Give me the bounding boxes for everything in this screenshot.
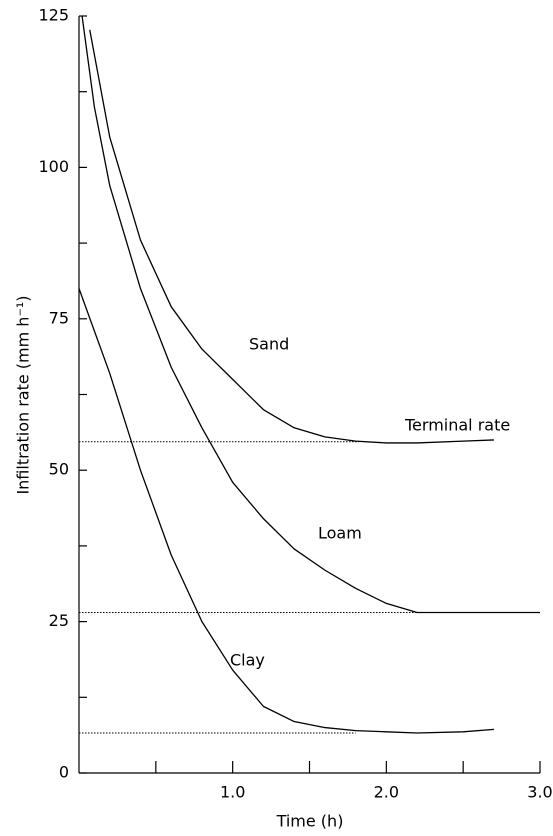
y-tick-label: 75 [49, 308, 69, 327]
curve [78, 288, 494, 734]
curve [81, 15, 540, 614]
x-axis-label: Time (h) [276, 812, 344, 831]
y-tick-label: 100 [38, 157, 69, 176]
y-tick-label: 0 [59, 763, 69, 782]
annotation: Sand [249, 335, 289, 354]
x-tick-label: 2.0 [374, 783, 399, 802]
y-tick-label: 125 [38, 6, 69, 25]
annotation: Clay [230, 651, 265, 670]
y-tick-label: 50 [49, 460, 69, 479]
annotation: Loam [318, 524, 362, 543]
annotation: Terminal rate [404, 416, 510, 435]
y-tick-label: 25 [49, 611, 69, 630]
curve [89, 29, 494, 444]
y-axis-label: Infiltration rate (mm h⁻¹) [14, 295, 33, 494]
x-tick-label: 1.0 [220, 783, 245, 802]
x-tick-label: 3.0 [527, 783, 552, 802]
